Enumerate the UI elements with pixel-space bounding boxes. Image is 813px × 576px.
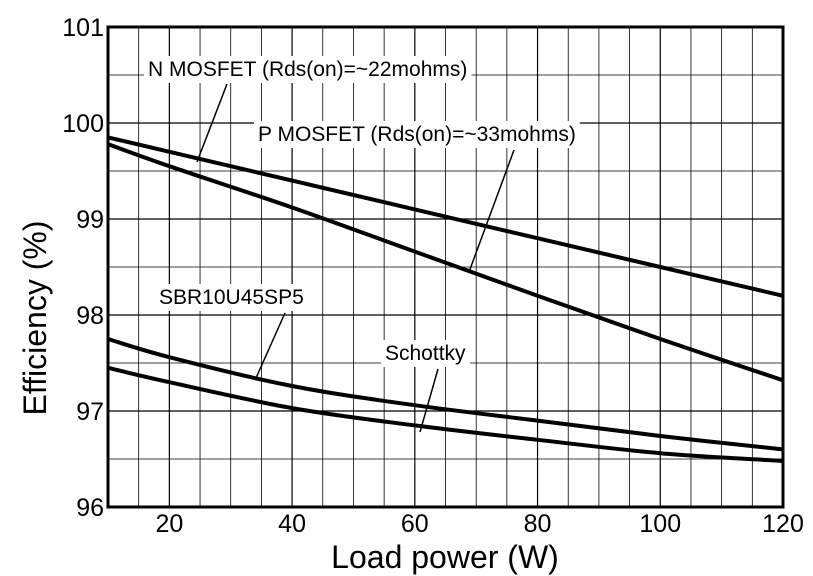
leader-line: [255, 312, 286, 379]
x-tick-label: 80: [524, 510, 552, 538]
p-mosfet-line: [107, 142, 784, 383]
y-tick-label: 100: [62, 110, 104, 138]
plot-frame: [106, 25, 785, 509]
x-tick-label: 20: [155, 510, 183, 538]
annotation-background: [144, 56, 472, 83]
schottky-line: [107, 365, 784, 463]
y-tick-label: 96: [76, 494, 104, 522]
n-mosfet-annotation: N MOSFET (Rds(on)=~22mohms): [148, 58, 467, 81]
n-mosfet-line: [107, 135, 784, 298]
y-tick-label: 99: [76, 206, 104, 234]
x-tick-label: 40: [278, 510, 306, 538]
x-tick-label: 120: [762, 510, 804, 538]
annotation-background: [381, 340, 471, 367]
y-tick-label: 101: [62, 14, 104, 42]
y-tick-label: 98: [76, 302, 104, 330]
x-axis-label: Load power (W): [331, 539, 559, 575]
x-tick-label: 60: [401, 510, 429, 538]
annotation-background: [254, 121, 580, 148]
x-tick-label: 100: [639, 510, 681, 538]
p-mosfet-annotation: P MOSFET (Rds(on)=~33mohms): [258, 123, 576, 146]
leader-line: [419, 368, 439, 433]
grid-lines: [108, 27, 783, 507]
schottky-annotation: Schottky: [385, 342, 466, 365]
annotation-background: [155, 284, 308, 311]
y-tick-label: 97: [76, 398, 104, 426]
sbr10u45sp5-annotation: SBR10U45SP5: [159, 286, 304, 309]
annotation-leader-lines: [196, 83, 515, 433]
leader-line: [468, 149, 515, 273]
annotation-label-boxes: N MOSFET (Rds(on)=~22mohms) P MOSFET (Rds…: [144, 56, 580, 367]
leader-line: [196, 83, 228, 163]
y-axis-label: Efficiency (%): [17, 220, 53, 415]
y-tick-labels: 96 97 98 99 100 101: [62, 14, 104, 522]
series-lines: [107, 135, 784, 463]
sbr10u45sp5-line: [107, 337, 784, 452]
x-tick-labels: 20 40 60 80 100 120: [155, 510, 803, 538]
